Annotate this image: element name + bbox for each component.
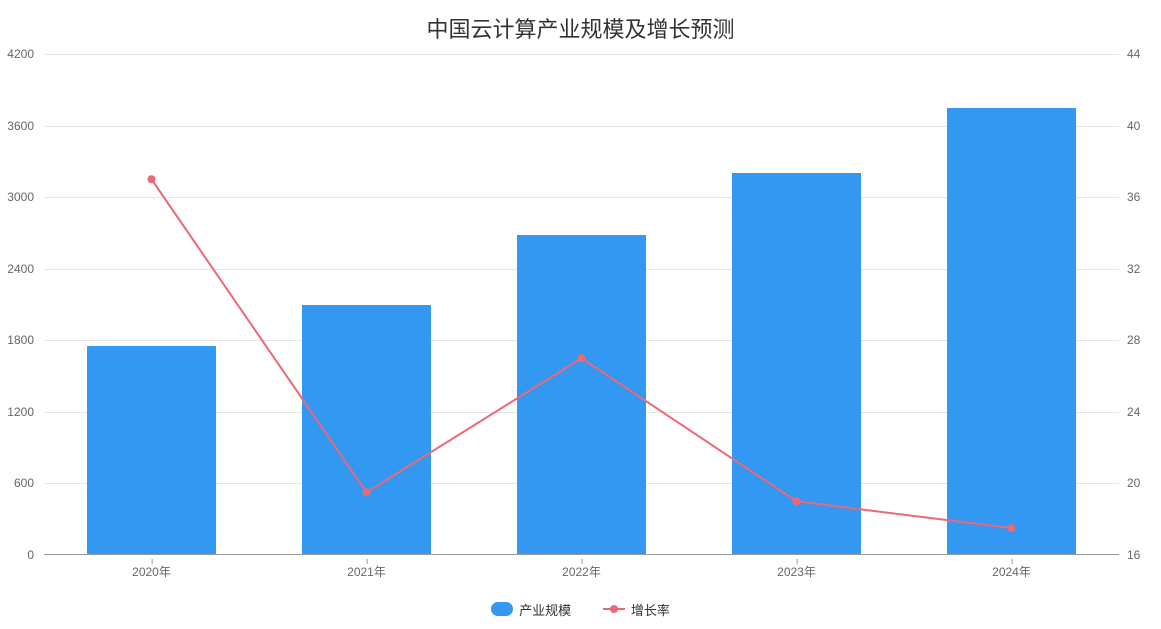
y-axis-left: 0600120018002400300036004200 bbox=[0, 54, 40, 555]
y-right-tick: 24 bbox=[1127, 405, 1161, 419]
x-tick: 2021年 bbox=[347, 563, 386, 580]
y-left-tick: 3600 bbox=[0, 119, 34, 133]
x-axis-line bbox=[44, 554, 1119, 555]
legend-swatch-line bbox=[603, 602, 625, 616]
y-left-tick: 600 bbox=[0, 476, 34, 490]
line-marker[interactable] bbox=[793, 497, 801, 505]
legend: 产业规模 增长率 bbox=[0, 600, 1161, 620]
y-left-tick: 4200 bbox=[0, 47, 34, 61]
line-path bbox=[152, 179, 1012, 528]
legend-item-line[interactable]: 增长率 bbox=[603, 600, 670, 619]
line-marker[interactable] bbox=[578, 354, 586, 362]
legend-item-bar[interactable]: 产业规模 bbox=[491, 600, 571, 619]
y-right-tick: 32 bbox=[1127, 262, 1161, 276]
x-tick: 2020年 bbox=[132, 563, 171, 580]
line-marker[interactable] bbox=[148, 175, 156, 183]
y-right-tick: 20 bbox=[1127, 476, 1161, 490]
legend-swatch-bar bbox=[491, 602, 513, 616]
legend-label-bar: 产业规模 bbox=[519, 600, 571, 619]
chart-title: 中国云计算产业规模及增长预测 bbox=[0, 0, 1161, 52]
y-left-tick: 1800 bbox=[0, 333, 34, 347]
y-right-tick: 40 bbox=[1127, 119, 1161, 133]
y-axis-right: 1620242832364044 bbox=[1121, 54, 1161, 555]
line-series bbox=[44, 54, 1119, 555]
legend-label-line: 增长率 bbox=[631, 600, 670, 619]
x-tick: 2024年 bbox=[992, 563, 1031, 580]
y-right-tick: 16 bbox=[1127, 548, 1161, 562]
y-left-tick: 0 bbox=[0, 548, 34, 562]
y-right-tick: 28 bbox=[1127, 333, 1161, 347]
line-marker[interactable] bbox=[1008, 524, 1016, 532]
y-left-tick: 1200 bbox=[0, 405, 34, 419]
line-marker[interactable] bbox=[363, 488, 371, 496]
x-tick: 2022年 bbox=[562, 563, 601, 580]
y-left-tick: 3000 bbox=[0, 190, 34, 204]
y-right-tick: 44 bbox=[1127, 47, 1161, 61]
y-right-tick: 36 bbox=[1127, 190, 1161, 204]
x-tick: 2023年 bbox=[777, 563, 816, 580]
x-axis: 2020年 2021年 2022年 2023年 2024年 bbox=[44, 559, 1119, 579]
plot-area bbox=[44, 54, 1119, 555]
y-left-tick: 2400 bbox=[0, 262, 34, 276]
